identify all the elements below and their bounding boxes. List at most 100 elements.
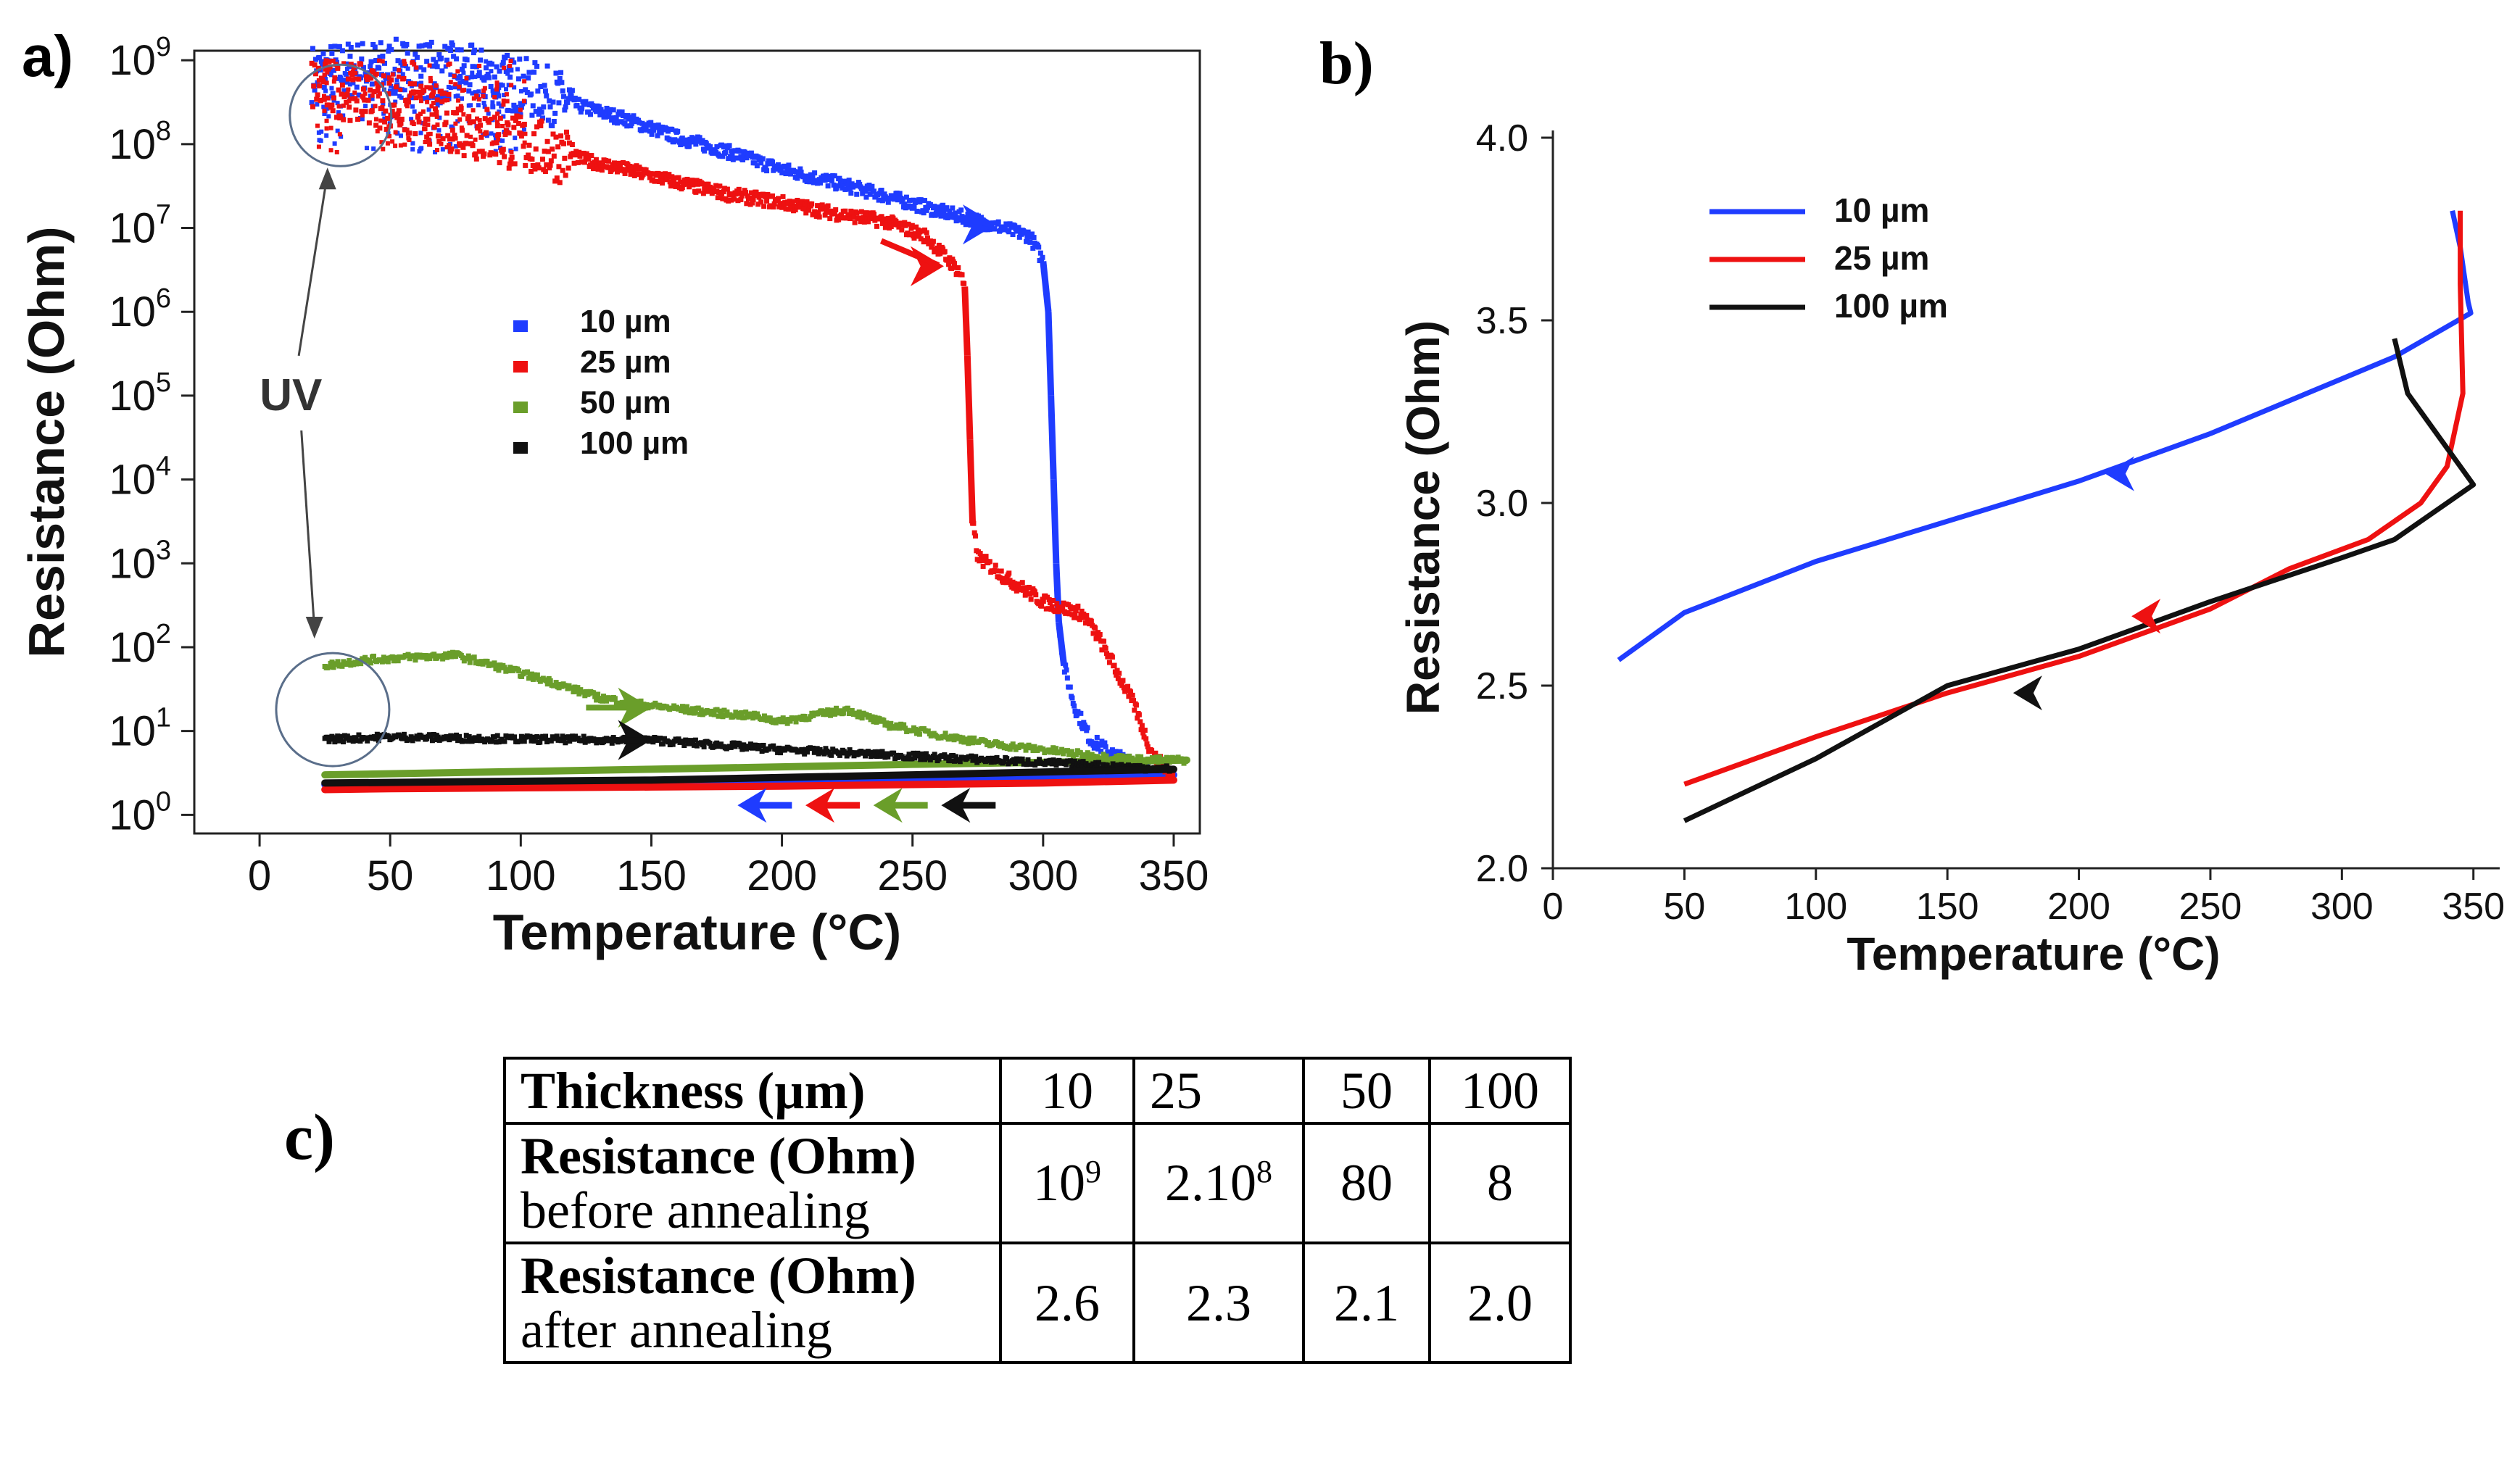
legend-marker: [513, 442, 528, 454]
data-point: [347, 657, 352, 663]
data-point: [848, 190, 854, 196]
data-point: [692, 737, 698, 743]
data-point: [693, 189, 699, 195]
data-point: [950, 257, 956, 262]
data-point: [531, 738, 537, 744]
data-point: [309, 100, 315, 106]
data-point: [581, 151, 587, 157]
data-point: [1095, 754, 1101, 760]
data-point: [958, 739, 964, 744]
data-point: [620, 159, 626, 165]
data-point: [1093, 625, 1098, 631]
data-point: [367, 657, 373, 663]
data-point: [747, 195, 753, 201]
data-point: [331, 79, 336, 84]
data-point: [687, 741, 693, 746]
data-point: [1079, 763, 1085, 769]
data-point: [565, 734, 571, 740]
data-point: [1142, 728, 1148, 733]
data-point: [637, 120, 642, 125]
data-point: [763, 165, 768, 171]
data-point: [471, 119, 476, 125]
data-point: [544, 93, 550, 99]
data-point: [454, 732, 460, 738]
data-point: [1053, 746, 1059, 752]
data-point: [453, 93, 458, 99]
data-point: [353, 70, 358, 75]
data-point: [339, 134, 344, 139]
data-point: [489, 69, 494, 74]
drop-segment: [1050, 479, 1060, 564]
data-point: [743, 709, 749, 715]
data-point: [610, 107, 616, 113]
data-point: [803, 210, 809, 216]
drop-segment: [963, 355, 974, 440]
data-point: [457, 117, 463, 122]
data-point: [511, 125, 517, 130]
data-point: [426, 107, 431, 112]
data-point: [840, 185, 845, 191]
data-point: [402, 59, 407, 64]
data-point: [435, 122, 440, 127]
data-point: [407, 93, 413, 99]
data-point: [429, 738, 435, 744]
data-point: [365, 738, 370, 744]
data-point: [567, 739, 573, 744]
data-point: [909, 756, 915, 762]
data-point: [726, 143, 732, 149]
data-point: [847, 710, 853, 716]
data-point: [576, 96, 582, 102]
data-point: [769, 193, 775, 199]
data-point: [399, 736, 405, 741]
data-point: [341, 733, 347, 739]
y-tick-label: 4.0: [1476, 117, 1528, 159]
data-point: [721, 707, 727, 713]
data-point: [448, 733, 454, 739]
data-point: [484, 107, 490, 112]
data-point: [637, 166, 643, 172]
data-point: [381, 111, 386, 116]
data-point: [538, 83, 544, 89]
data-point: [823, 746, 829, 752]
data-point: [455, 738, 461, 744]
data-point: [547, 165, 552, 171]
data-point: [966, 741, 971, 746]
data-point: [464, 133, 470, 138]
data-point: [386, 91, 391, 96]
data-point: [410, 60, 415, 65]
data-point: [1024, 762, 1029, 768]
data-point: [341, 88, 347, 93]
data-point: [424, 85, 429, 90]
data-point: [1093, 740, 1099, 746]
data-point: [466, 88, 472, 94]
data-point: [568, 93, 574, 99]
data-point: [789, 199, 795, 204]
data-point: [776, 745, 782, 751]
data-point: [476, 73, 481, 79]
data-point: [764, 718, 770, 723]
data-point: [386, 49, 391, 54]
data-point: [990, 755, 995, 761]
data-point: [522, 79, 527, 84]
data-point: [875, 749, 881, 754]
data-point: [368, 64, 373, 70]
data-point: [1049, 761, 1055, 767]
data-point: [911, 236, 917, 241]
data-point: [415, 115, 420, 120]
data-point: [1016, 225, 1021, 230]
data-point: [314, 96, 320, 102]
data-point: [312, 87, 318, 93]
data-point: [537, 107, 543, 112]
data-point: [316, 66, 321, 71]
data-point: [951, 737, 957, 743]
data-point: [335, 659, 341, 665]
data-point: [557, 180, 563, 186]
data-point: [329, 733, 335, 739]
data-point: [517, 739, 523, 744]
data-point: [457, 733, 463, 739]
data-point: [788, 171, 794, 177]
data-point: [581, 689, 587, 695]
data-point: [563, 172, 568, 178]
data-point: [328, 72, 333, 78]
data-point: [874, 719, 879, 725]
